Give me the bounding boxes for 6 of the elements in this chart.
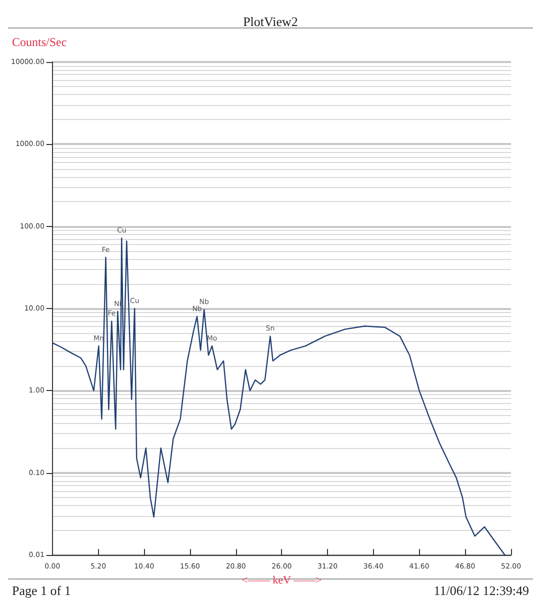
text: 11/06/12 12:39:49 [434,583,530,598]
chart-title: PlotView2 [243,14,298,29]
x-axis-title: <—— keV ——> [242,574,322,586]
y-axis-title: Counts/Sec [12,35,67,49]
text: Page 1 of 1 [12,583,71,598]
line-series [52,237,506,556]
